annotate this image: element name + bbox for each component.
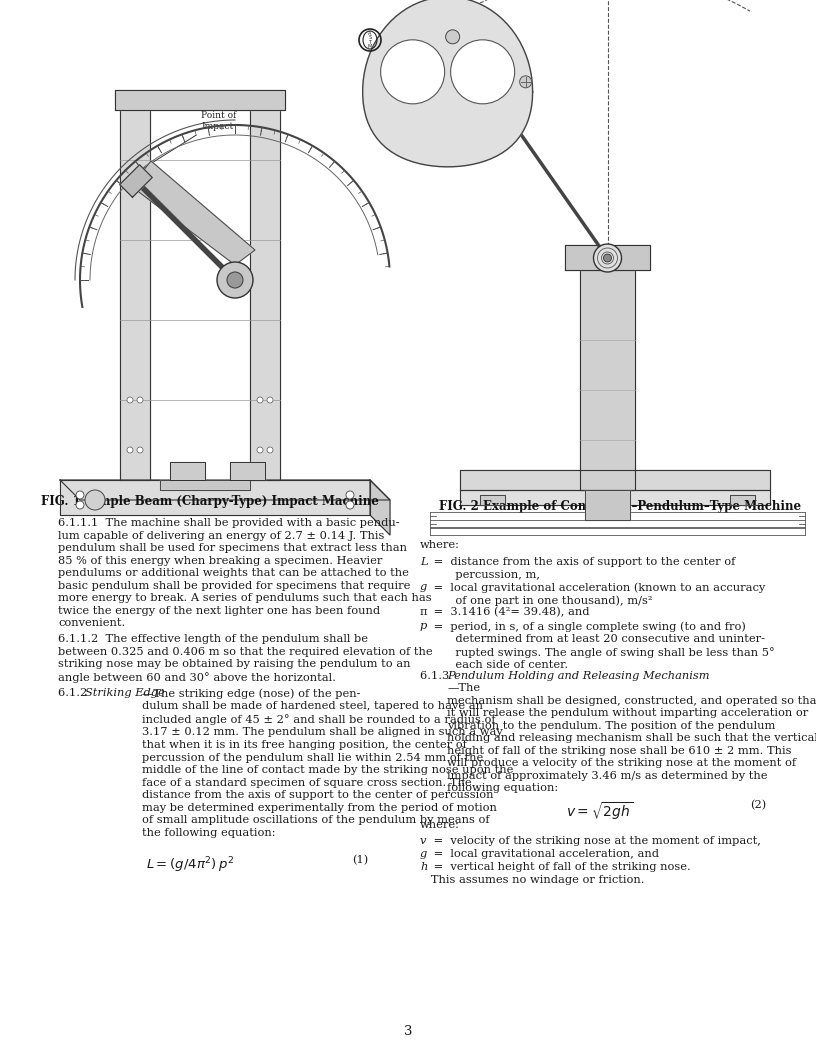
Polygon shape	[131, 161, 255, 265]
Circle shape	[127, 397, 133, 403]
Polygon shape	[362, 0, 533, 167]
Text: where:: where:	[420, 821, 460, 830]
Text: =  distance from the axis of support to the center of
       percussion, m,: = distance from the axis of support to t…	[430, 557, 735, 580]
Circle shape	[257, 447, 263, 453]
Text: Point of
Impact: Point of Impact	[135, 111, 237, 174]
Circle shape	[267, 397, 273, 403]
Polygon shape	[580, 270, 635, 490]
Circle shape	[346, 491, 354, 499]
Text: FIG. 2 Example of Compound–Pendulum–Type Machine: FIG. 2 Example of Compound–Pendulum–Type…	[439, 499, 801, 513]
Circle shape	[227, 272, 243, 288]
Text: =  velocity of the striking nose at the moment of impact,: = velocity of the striking nose at the m…	[430, 836, 761, 846]
Circle shape	[346, 501, 354, 509]
Text: g: g	[420, 849, 428, 859]
Text: —The striking edge (nose) of the pen-
dulum shall be made of hardened steel, tap: —The striking edge (nose) of the pen- du…	[142, 689, 513, 837]
Text: FIG. 1 Simple Beam (Charpy-Type) Impact Machine: FIG. 1 Simple Beam (Charpy-Type) Impact …	[41, 495, 379, 508]
Text: —The
mechanism shall be designed, constructed, and operated so that
it will rele: —The mechanism shall be designed, constr…	[447, 683, 816, 793]
Text: p: p	[420, 621, 428, 631]
Circle shape	[76, 491, 84, 499]
Circle shape	[520, 76, 532, 88]
Text: v: v	[420, 836, 427, 846]
Text: 6.1.2: 6.1.2	[58, 689, 95, 698]
Text: 6.1.1.2  The effective length of the pendulum shall be
between 0.325 and 0.406 m: 6.1.1.2 The effective length of the pend…	[58, 634, 432, 683]
Circle shape	[127, 447, 133, 453]
Text: This assumes no windage or friction.: This assumes no windage or friction.	[420, 875, 645, 885]
Text: =  vertical height of fall of the striking nose.: = vertical height of fall of the strikin…	[430, 862, 691, 872]
Polygon shape	[585, 490, 630, 520]
Text: =  3.1416 (4²= 39.48), and: = 3.1416 (4²= 39.48), and	[430, 607, 589, 618]
Text: where:: where:	[420, 540, 460, 550]
Circle shape	[76, 501, 84, 509]
Text: =  local gravitational acceleration (known to an accuracy
       of one part in : = local gravitational acceleration (know…	[430, 582, 765, 606]
Circle shape	[217, 262, 253, 298]
Text: L: L	[420, 557, 428, 567]
Circle shape	[137, 397, 143, 403]
Text: A
S
T
M: A S T M	[368, 31, 372, 50]
Polygon shape	[160, 480, 250, 490]
Text: $L = (g/4\pi^2)\, p^2$: $L = (g/4\pi^2)\, p^2$	[146, 855, 234, 874]
Polygon shape	[250, 100, 280, 480]
Circle shape	[450, 40, 515, 103]
Circle shape	[137, 447, 143, 453]
Text: Striking Edge: Striking Edge	[85, 689, 165, 698]
Text: Pendulum Holding and Releasing Mechanism: Pendulum Holding and Releasing Mechanism	[447, 671, 709, 681]
Polygon shape	[115, 90, 285, 110]
Polygon shape	[60, 480, 370, 515]
Polygon shape	[60, 480, 390, 499]
Polygon shape	[370, 480, 390, 535]
Polygon shape	[120, 165, 153, 197]
Text: (2): (2)	[750, 800, 766, 810]
Text: g: g	[420, 582, 428, 592]
Circle shape	[267, 447, 273, 453]
Text: π: π	[420, 607, 428, 617]
Polygon shape	[230, 463, 265, 480]
Text: 6.1.3: 6.1.3	[420, 671, 456, 681]
Circle shape	[257, 397, 263, 403]
Polygon shape	[565, 245, 650, 270]
Text: D 6110 – 97: D 6110 – 97	[390, 31, 508, 49]
Text: 90°: 90°	[199, 218, 215, 227]
Circle shape	[593, 244, 622, 272]
Text: 3: 3	[404, 1025, 412, 1038]
Circle shape	[380, 40, 445, 103]
Text: (1): (1)	[352, 855, 368, 865]
Text: $v = \sqrt{2gh}$: $v = \sqrt{2gh}$	[566, 800, 633, 822]
Circle shape	[85, 490, 105, 510]
Circle shape	[446, 30, 459, 44]
Text: =  local gravitational acceleration, and: = local gravitational acceleration, and	[430, 849, 659, 859]
Polygon shape	[460, 490, 770, 505]
Polygon shape	[480, 495, 505, 505]
Polygon shape	[170, 463, 205, 480]
Text: 6.1.1.1  The machine shall be provided with a basic pendu-
lum capable of delive: 6.1.1.1 The machine shall be provided wi…	[58, 518, 432, 628]
Text: =  period, in s, of a single complete swing (to and fro)
       determined from : = period, in s, of a single complete swi…	[430, 621, 774, 671]
Polygon shape	[460, 470, 770, 490]
Text: h: h	[420, 862, 428, 872]
Circle shape	[604, 254, 611, 262]
Polygon shape	[730, 495, 755, 505]
Polygon shape	[120, 100, 150, 480]
